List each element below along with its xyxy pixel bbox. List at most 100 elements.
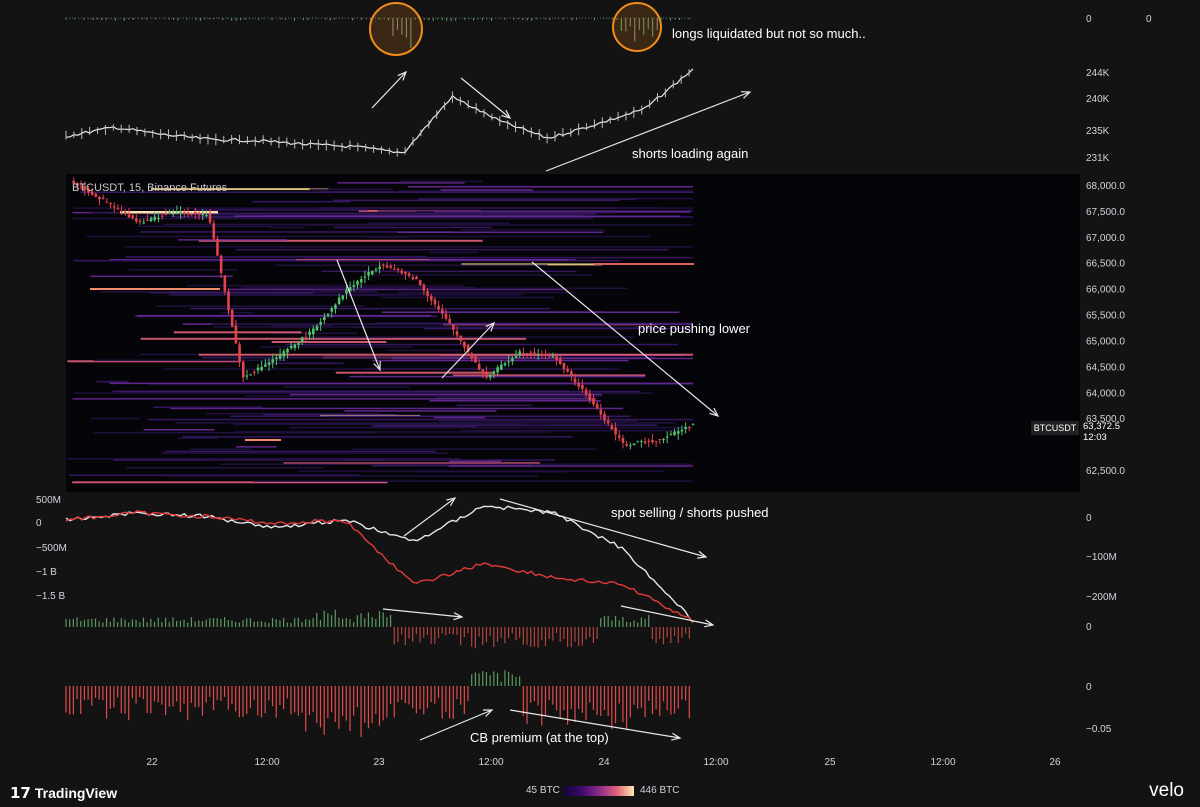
heatmap-band [165,450,436,453]
price-candle [422,284,426,291]
heatmap-band [186,284,464,287]
cvd-line [65,505,694,624]
price-tick: 65,500.0 [1086,311,1125,322]
price-candle [496,367,499,373]
heatmap-band [438,420,638,422]
price-candle [219,255,223,273]
price-candle [234,325,238,344]
x-tick: 12:00 [478,757,503,768]
price-candle [208,213,212,223]
heatmap-band [161,452,448,454]
heatmap-band [91,212,615,214]
heatmap-band [311,290,375,293]
x-tick: 25 [824,757,836,768]
price-candle [256,367,260,371]
price-candle [396,268,400,270]
heatmap-band [165,475,539,477]
heatmap-band [434,211,691,213]
price-candle [293,344,297,349]
annotation-arrow [382,608,463,618]
heatmap-band [440,189,533,191]
heatmap-band [429,251,478,254]
price-candle [359,279,363,283]
price-candle [149,218,153,222]
price-candle [330,308,334,312]
price-candle [433,299,437,305]
price-candle [411,277,415,280]
chart-svg: 0 0 244K 240K 235K 231K 68,000.0 67,500.0 67,000… [36,2,1152,768]
price-candle [312,328,315,335]
heatmap-band [428,259,569,261]
heatmap-band [168,294,379,297]
heatmap-band [236,248,669,251]
price-candle [135,218,138,222]
heatmap-band [452,374,646,377]
heatmap-band [337,182,465,184]
heatmap-band [95,380,129,383]
price-candle [500,364,503,370]
heatmap-band [333,226,492,229]
heatmap-band [173,331,302,334]
price-candle [459,335,463,342]
heatmap-band [170,407,624,410]
heatmap-band [271,341,387,343]
heatmap-band [233,423,524,425]
price-candle [378,266,381,270]
price-candle [662,438,665,441]
price-candle [477,364,481,370]
heatmap-band [140,353,202,356]
price-candle [665,436,669,438]
price-tick: 67,000.0 [1086,233,1125,244]
heatmap-band [140,337,527,340]
heatmap-band [275,224,693,226]
price-candle [558,358,562,364]
tradingview-logo-icon: 𝟭𝟳 [10,785,31,802]
heatmap-band [371,424,658,426]
price-candle [297,342,300,345]
heatmap-legend-gradient [564,786,634,796]
chart-title: BTCUSDT, 15, Binance Futures [72,182,228,194]
price-candle [120,210,123,212]
x-tick: 12:00 [254,757,279,768]
cvd-tick-left: −500M [36,543,67,554]
heatmap-band [391,357,693,360]
heatmap-band [90,288,220,290]
heatmap-band [272,332,358,334]
tradingview-logo[interactable]: 𝟭𝟳 TradingView [10,784,117,802]
price-candle [673,431,676,436]
heatmap-band [136,314,432,317]
x-tick: 12:00 [703,757,728,768]
annotation-arrowhead [485,321,496,332]
heatmap-band [235,446,277,448]
heatmap-band [377,210,693,212]
heatmap-band [263,362,344,365]
heatmap-band [303,256,693,259]
oi-tick: 231K [1086,153,1110,164]
price-candle [485,372,488,378]
price-candle [267,362,271,366]
price-candle [194,212,197,214]
price-candle [599,409,603,415]
heatmap-band [429,400,601,402]
price-candle [109,202,112,205]
price-candle [197,212,201,215]
price-candle [507,361,510,363]
last-price: 63,372.5 [1083,421,1120,432]
heatmap-band [143,429,215,431]
tradingview-brand: TradingView [34,785,118,801]
x-tick: 22 [146,757,158,768]
price-candle [249,374,252,376]
heatmap-band [93,431,375,434]
price-candle [466,345,470,353]
velo-logo: velo [1149,780,1184,801]
price-candle [688,427,691,429]
price-candle [160,215,164,217]
price-candle [680,429,684,432]
price-candle [385,265,389,268]
heatmap-band [344,410,497,412]
price-candle [448,318,451,324]
price-candle [230,309,234,327]
price-candle [481,369,485,374]
price-candle [345,289,348,294]
